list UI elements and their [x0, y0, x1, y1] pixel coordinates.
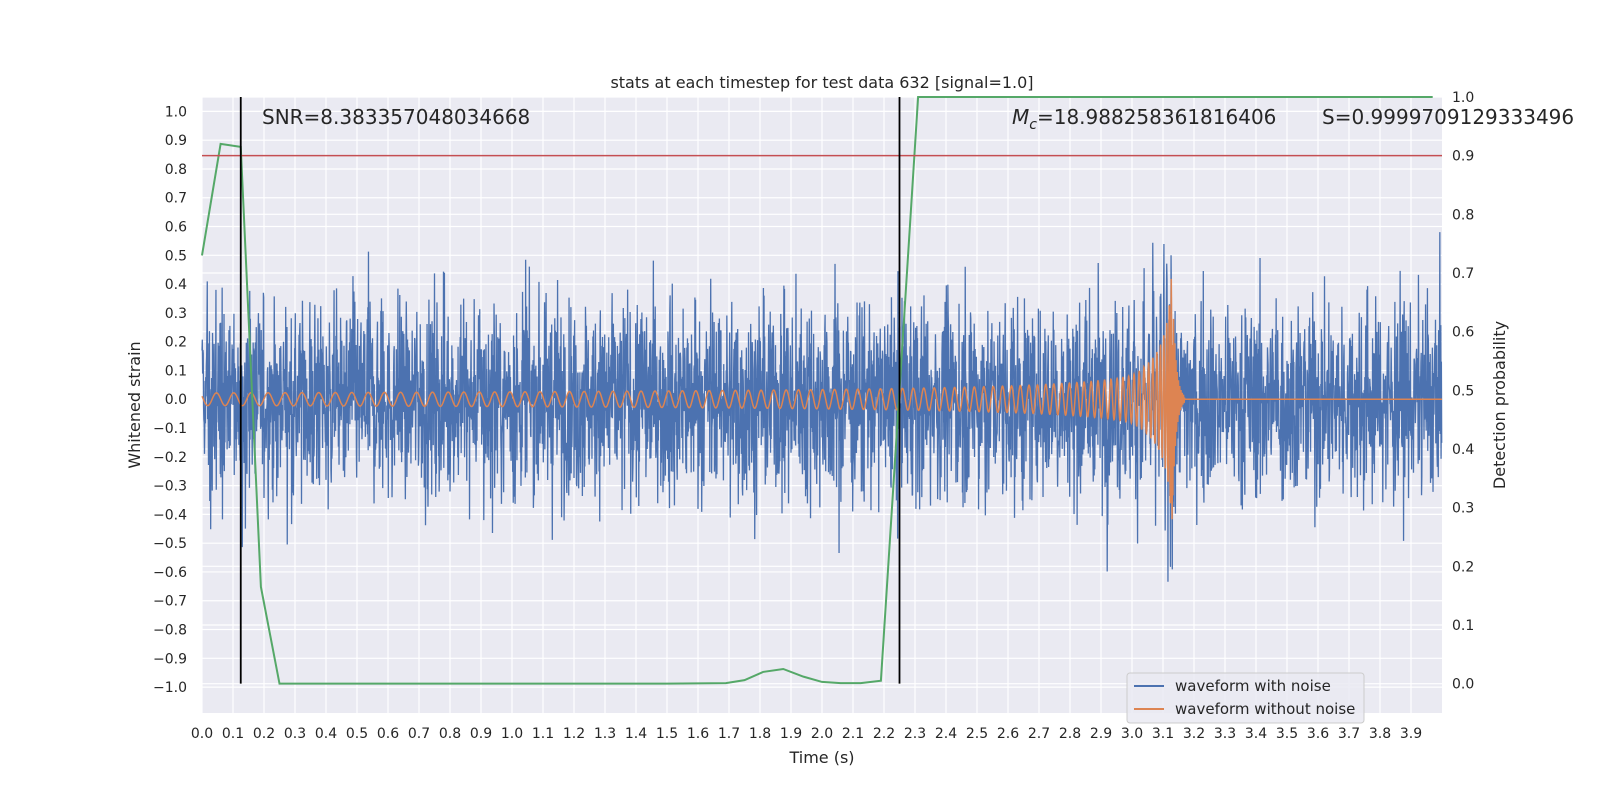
y-tick-label: −0.2: [153, 450, 187, 466]
y2-tick-label: 0.6: [1452, 325, 1474, 341]
chirp-mass-symbol: M: [1012, 105, 1029, 129]
x-tick-label: 1.7: [718, 726, 740, 742]
x-tick-label: 3.7: [1338, 726, 1360, 742]
x-tick-label: 3.2: [1183, 726, 1205, 742]
legend-label-clean: waveform without noise: [1175, 700, 1355, 718]
x-tick-label: 0.0: [191, 726, 213, 742]
y-tick-label: −0.7: [153, 594, 187, 610]
y-tick-label: −0.8: [153, 623, 187, 639]
significance-annotation: S=0.9999709129333496: [1322, 105, 1574, 129]
x-tick-label: 3.1: [1152, 726, 1174, 742]
x-tick-label: 3.4: [1245, 726, 1267, 742]
x-tick-label: 0.4: [315, 726, 337, 742]
y2-tick-label: 1.0: [1452, 90, 1474, 106]
x-tick-label: 1.4: [625, 726, 647, 742]
y-tick-label: 0.2: [165, 335, 187, 351]
x-tick-label: 1.9: [780, 726, 802, 742]
chart-title: stats at each timestep for test data 632…: [610, 73, 1033, 92]
detection-probability-line: [201, 96, 1433, 685]
legend-box: [1126, 672, 1365, 724]
chirp-mass-annotation: Mc=18.988258361816406: [1012, 105, 1276, 133]
x-tick-label: 3.9: [1400, 726, 1422, 742]
x-tick-label: 3.8: [1369, 726, 1391, 742]
y-tick-label: 0.8: [165, 162, 187, 178]
y-tick-label: 0.7: [165, 191, 187, 207]
y-tick-label: 0.3: [165, 306, 187, 322]
y-tick-label: −0.3: [153, 479, 187, 495]
x-tick-label: 3.6: [1307, 726, 1329, 742]
x-tick-label: 2.1: [842, 726, 864, 742]
y-tick-label: 0.4: [165, 277, 187, 293]
x-tick-label: 1.6: [687, 726, 709, 742]
x-tick-label: 1.0: [501, 726, 523, 742]
y-tick-label: −0.6: [153, 565, 187, 581]
y-tick-label: 0.6: [165, 220, 187, 236]
y-tick-label: 0.9: [165, 133, 187, 149]
y-tick-label: 0.0: [165, 392, 187, 408]
y2-tick-label: 0.9: [1452, 149, 1474, 165]
x-tick-label: 2.9: [1090, 726, 1112, 742]
legend: waveform with noise waveform without noi…: [1126, 672, 1365, 724]
x-tick-label: 2.8: [1059, 726, 1081, 742]
x-tick-label: 3.5: [1276, 726, 1298, 742]
noisy-waveform-layer: [201, 232, 1443, 582]
x-tick-label: 0.6: [377, 726, 399, 742]
x-tick-label: 0.9: [470, 726, 492, 742]
x-tick-label: 3.0: [1121, 726, 1143, 742]
x-tick-label: 1.2: [563, 726, 585, 742]
y-tick-label: 1.0: [165, 104, 187, 120]
x-tick-label: 1.8: [749, 726, 771, 742]
legend-label-noisy: waveform with noise: [1175, 677, 1331, 695]
y2-tick-label: 0.0: [1452, 677, 1474, 693]
x-tick-label: 2.4: [935, 726, 957, 742]
clean-waveform-layer: [201, 278, 1442, 520]
y2-tick-label: 0.8: [1452, 207, 1474, 223]
y2-tick-label: 0.4: [1452, 442, 1474, 458]
clean-waveform-line: [201, 278, 1442, 520]
y-tick-label: −1.0: [153, 680, 187, 696]
x-tick-label: 1.1: [532, 726, 554, 742]
y2-tick-label: 0.7: [1452, 266, 1474, 282]
x-tick-label: 1.5: [656, 726, 678, 742]
x-tick-label: 2.7: [1028, 726, 1050, 742]
x-tick-label: 0.3: [284, 726, 306, 742]
x-tick-label: 0.2: [253, 726, 275, 742]
x-tick-label: 2.3: [904, 726, 926, 742]
noisy-waveform-line: [201, 232, 1443, 582]
x-axis-label: Time (s): [788, 748, 854, 767]
y-tick-label: 0.1: [165, 363, 187, 379]
x-tick-label: 2.0: [811, 726, 833, 742]
x-tick-label: 3.3: [1214, 726, 1236, 742]
y-tick-label: −0.4: [153, 507, 187, 523]
x-tick-label: 2.2: [873, 726, 895, 742]
y-tick-label: −0.5: [153, 536, 187, 552]
probability-layer: [201, 96, 1433, 685]
y2-tick-label: 0.1: [1452, 618, 1474, 634]
x-tick-label: 1.3: [594, 726, 616, 742]
y-tick-label: −0.1: [153, 421, 187, 437]
y-axis-label: Whitened strain: [125, 341, 144, 468]
y2-tick-label: 0.3: [1452, 501, 1474, 517]
x-tick-label: 0.7: [408, 726, 430, 742]
overlay-layer: [202, 97, 1442, 684]
y-tick-label: −0.9: [153, 651, 187, 667]
x-tick-label: 0.5: [346, 726, 368, 742]
snr-annotation: SNR=8.383357048034668: [262, 105, 530, 129]
y2-tick-label: 0.2: [1452, 559, 1474, 575]
y2-tick-label: 0.5: [1452, 383, 1474, 399]
x-tick-label: 2.6: [997, 726, 1019, 742]
y2-axis-label: Detection probability: [1490, 321, 1509, 489]
x-tick-label: 2.5: [966, 726, 988, 742]
x-tick-label: 0.8: [439, 726, 461, 742]
chirp-mass-value: =18.988258361816406: [1037, 105, 1276, 129]
y-tick-label: 0.5: [165, 248, 187, 264]
chirp-mass-subscript: c: [1029, 117, 1037, 133]
x-tick-label: 0.1: [222, 726, 244, 742]
tick-label-layer: 0.0 0.1 0.2 0.3 0.4 0.5 0.6 0.7 0.8 0.9 1.0 1.1 1.2 1…: [153, 90, 1474, 742]
